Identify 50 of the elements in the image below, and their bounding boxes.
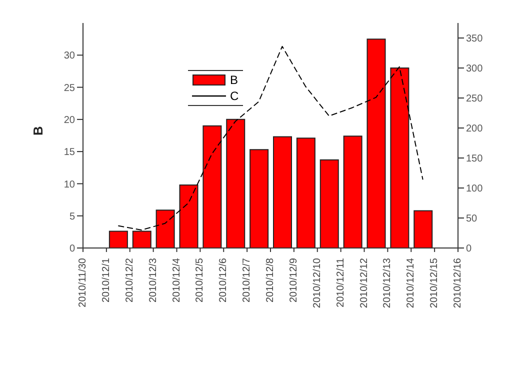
y-tick-label: 20: [64, 114, 76, 126]
legend-label: B: [230, 73, 238, 87]
x-tick-label: 2010/12/11: [335, 258, 346, 308]
bar: [343, 136, 362, 248]
y2-tick-label: 0: [466, 244, 472, 255]
y-tick-label: 5: [69, 211, 76, 222]
x-tick-label: 2010/12/7: [242, 258, 253, 302]
x-tick-label: 2010/12/14: [406, 258, 417, 308]
legend-label: C: [230, 89, 239, 103]
y2-tick-label: 350: [466, 34, 484, 45]
x-tick-label: 2010/12/1: [100, 258, 112, 302]
x-tick-label: 2010/12/9: [288, 258, 300, 302]
y-tick-label: 10: [64, 179, 76, 190]
y-tick-label: 0: [69, 244, 76, 255]
x-tick-label: 2010/12/3: [148, 258, 159, 302]
y-tick-label: 30: [64, 50, 76, 62]
y-tick-label: 15: [64, 147, 76, 158]
x-tick-label: 2010/12/5: [194, 258, 206, 302]
bar: [156, 210, 175, 248]
bar: [320, 159, 339, 248]
bar: [226, 118, 246, 248]
x-tick-label: 2010/12/2: [124, 258, 136, 302]
bar: [108, 230, 128, 248]
y2-tick-label: 250: [466, 94, 484, 105]
bar: [390, 68, 410, 248]
bar: [132, 230, 152, 248]
x-tick-label: 2010/11/30: [78, 258, 88, 308]
x-tick-label: 2010/12/6: [218, 258, 230, 302]
y2-tick-label: 200: [466, 124, 484, 135]
bar: [179, 184, 198, 248]
bar: [296, 138, 316, 248]
x-tick-label: 2010/12/4: [171, 258, 182, 302]
bar: [202, 125, 222, 248]
y2-tick-label: 300: [466, 64, 484, 75]
line-series: [118, 46, 424, 230]
bar: [273, 136, 292, 248]
x-tick-label: 2010/12/8: [265, 258, 276, 302]
x-tick-label: 2010/12/16: [452, 258, 464, 308]
x-tick-label: 2010/12/13: [382, 258, 394, 308]
y-tick-label: 25: [64, 82, 76, 94]
y2-tick-label: 50: [466, 214, 478, 225]
bar: [250, 149, 269, 248]
bar: [366, 38, 386, 248]
y-axis-title: B: [30, 126, 46, 136]
x-tick-label: 2010/12/10: [312, 258, 323, 308]
x-tick-label: 2010/12/15: [429, 258, 440, 308]
y2-tick-label: 100: [466, 184, 484, 195]
y2-tick-label: 150: [466, 154, 484, 165]
bar: [414, 210, 433, 248]
x-tick-label: 2010/12/12: [358, 258, 370, 308]
